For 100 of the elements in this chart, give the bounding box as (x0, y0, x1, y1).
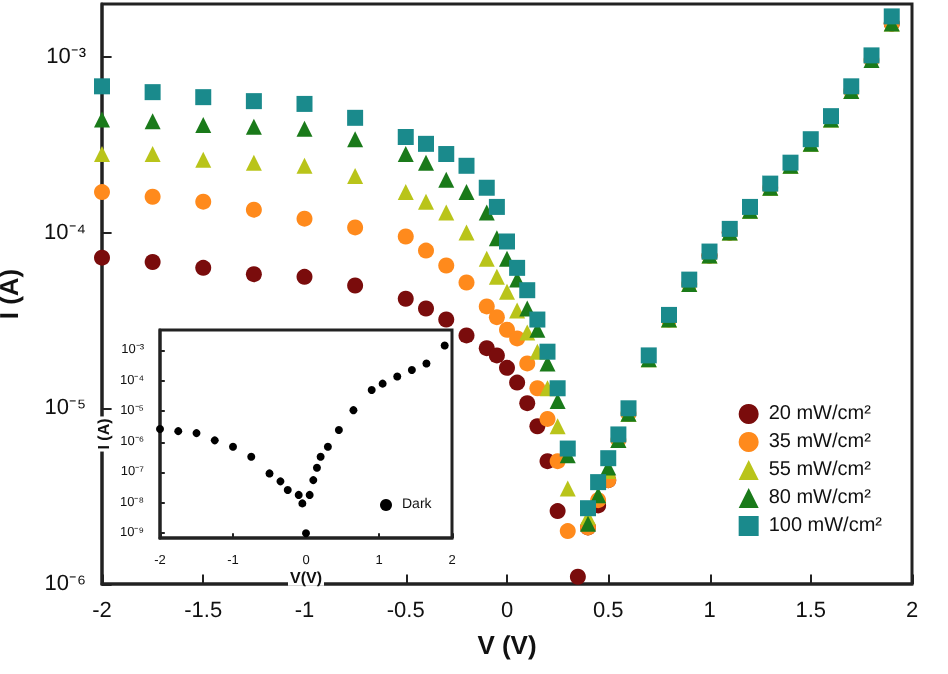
point (559, 440, 576, 457)
point (397, 129, 414, 145)
point (296, 210, 313, 227)
point (347, 219, 364, 236)
point (397, 146, 414, 163)
y-tick-label: 10⁻⁴ (44, 220, 87, 245)
point (323, 442, 332, 451)
point (94, 146, 110, 163)
point (94, 184, 110, 201)
x-tick-label: 0.5 (592, 599, 624, 623)
point (245, 118, 262, 135)
x-axis-title: V (V) (477, 630, 537, 660)
point (144, 84, 161, 101)
x-tick-label: 0 (500, 599, 514, 623)
point (195, 116, 212, 133)
point (488, 198, 505, 215)
legend-label: 55 mW/cm² (768, 459, 873, 481)
point (305, 490, 314, 499)
point (539, 410, 556, 427)
point (438, 257, 455, 274)
point (458, 274, 475, 291)
point (438, 311, 455, 328)
point (347, 109, 364, 126)
y-axis-title: I (A) (95, 417, 114, 450)
point (499, 359, 515, 376)
point (245, 201, 262, 218)
point (499, 283, 515, 300)
point (144, 113, 161, 130)
point (276, 477, 285, 486)
point (294, 490, 303, 499)
x-tick-label: -1 (294, 599, 315, 623)
point (393, 372, 402, 381)
point (499, 233, 515, 250)
y-tick-label: 10⁻³ (46, 44, 87, 69)
point (458, 184, 475, 201)
point (620, 400, 637, 417)
legend-label: 20 mW/cm² (768, 403, 873, 425)
point (559, 480, 576, 497)
point (519, 324, 536, 341)
point (863, 47, 880, 64)
point (418, 135, 434, 152)
x-tick-label: 1.5 (795, 599, 827, 623)
point (478, 250, 495, 267)
point (549, 418, 566, 435)
point (478, 204, 495, 221)
point (298, 499, 307, 508)
point (422, 359, 431, 368)
point (549, 503, 566, 520)
y-tick-label: 10⁻⁶ (44, 572, 86, 596)
point (349, 406, 358, 415)
point (458, 157, 475, 174)
point (397, 184, 414, 201)
point (309, 476, 318, 485)
point (418, 154, 434, 171)
point (488, 268, 505, 285)
point (580, 500, 596, 517)
point (418, 300, 434, 317)
y-tick-label: 10⁻⁵ (44, 396, 86, 421)
point (569, 568, 586, 585)
legend-label: 100 mW/cm² (768, 515, 884, 537)
point (397, 290, 414, 307)
point (245, 154, 262, 171)
point (549, 380, 566, 397)
x-tick-label: -2 (92, 599, 112, 623)
point (600, 450, 617, 467)
point (265, 469, 274, 478)
point (347, 167, 364, 184)
point (509, 374, 526, 391)
x-tick-label: 1 (703, 599, 716, 623)
y-axis-title: I (A) (0, 268, 25, 320)
point (174, 427, 183, 436)
x-axis-title: V(V) (290, 568, 323, 587)
point (94, 111, 110, 128)
point (458, 224, 475, 241)
point (144, 188, 161, 205)
point (418, 242, 434, 259)
point (478, 298, 495, 315)
point (296, 157, 313, 174)
point (440, 341, 449, 350)
legend-label: 80 mW/cm² (768, 487, 873, 509)
point (229, 442, 237, 451)
point (519, 355, 536, 372)
point (539, 343, 556, 360)
point (488, 309, 505, 326)
point (367, 385, 376, 394)
point (296, 268, 313, 285)
point (296, 95, 313, 112)
legend-label: 35 mW/cm² (768, 431, 873, 453)
point (438, 171, 455, 188)
point (312, 463, 321, 472)
point (590, 474, 607, 491)
point (316, 452, 325, 461)
point (509, 259, 526, 276)
point (661, 306, 677, 323)
point (192, 429, 201, 438)
point (144, 146, 161, 163)
point (438, 146, 455, 163)
point (296, 120, 313, 137)
point (245, 93, 262, 110)
point (418, 193, 434, 210)
